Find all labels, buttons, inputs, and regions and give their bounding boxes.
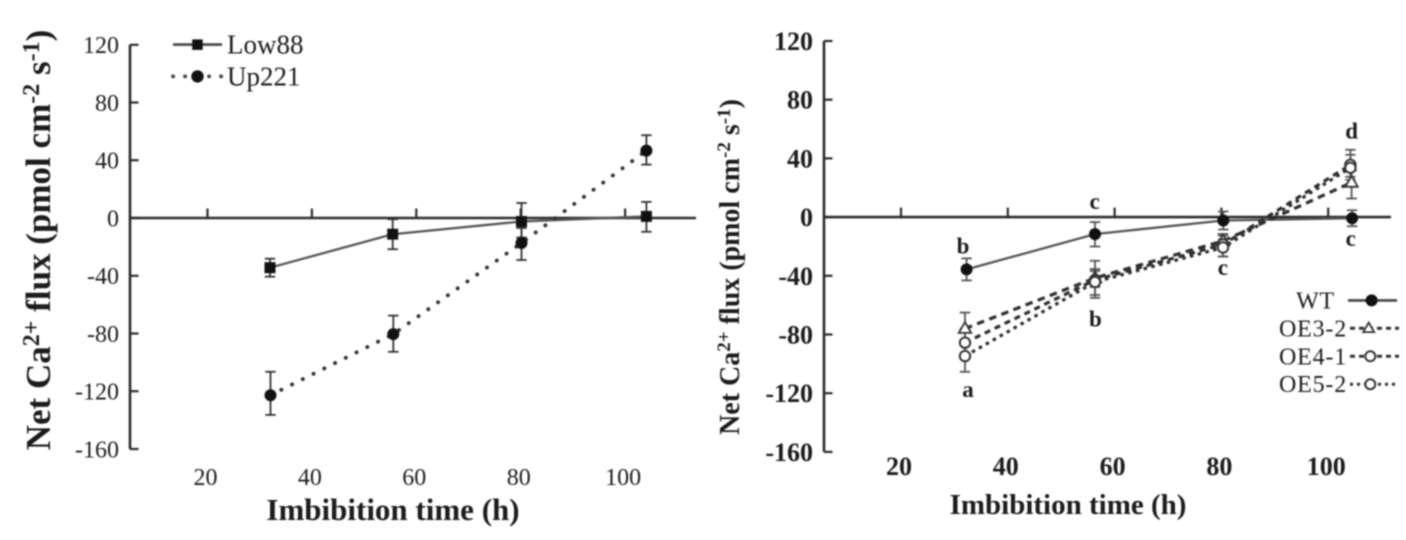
svg-text:-160: -160: [75, 437, 119, 463]
svg-text:-40: -40: [778, 262, 813, 291]
svg-text:Imbibition time (h): Imbibition time (h): [950, 489, 1187, 521]
svg-text:Up221: Up221: [227, 61, 301, 91]
svg-text:0: 0: [800, 203, 813, 232]
svg-text:c: c: [1218, 255, 1228, 280]
svg-text:Net Ca2+ flux (pmol cm-2 s-1): Net Ca2+ flux (pmol cm-2 s-1): [714, 99, 746, 435]
svg-text:80: 80: [787, 86, 813, 115]
svg-text:c: c: [1089, 189, 1099, 214]
svg-text:c: c: [1346, 226, 1356, 251]
svg-text:100: 100: [1307, 452, 1346, 481]
svg-text:a: a: [962, 377, 974, 402]
svg-text:60: 60: [402, 465, 426, 491]
svg-text:WT: WT: [1296, 288, 1335, 314]
svg-text:Imbibition time (h): Imbibition time (h): [266, 492, 519, 527]
svg-text:20: 20: [194, 465, 218, 491]
svg-text:100: 100: [605, 465, 641, 491]
svg-text:-80: -80: [87, 322, 119, 348]
svg-text:OE3-2: OE3-2: [1279, 316, 1347, 342]
svg-text:0: 0: [107, 206, 119, 232]
svg-text:40: 40: [298, 465, 322, 491]
svg-text:80: 80: [507, 465, 531, 491]
svg-text:20: 20: [886, 452, 912, 481]
svg-text:-120: -120: [765, 379, 813, 408]
svg-text:-160: -160: [765, 438, 813, 467]
svg-text:-80: -80: [778, 320, 813, 349]
svg-text:b: b: [957, 234, 970, 259]
svg-text:-40: -40: [87, 264, 119, 290]
svg-text:120: 120: [774, 27, 813, 56]
svg-text:80: 80: [1206, 452, 1232, 481]
svg-text:40: 40: [993, 452, 1019, 481]
svg-text:OE5-2: OE5-2: [1279, 372, 1347, 398]
svg-text:40: 40: [95, 148, 119, 174]
svg-text:120: 120: [83, 33, 119, 59]
svg-text:60: 60: [1100, 452, 1126, 481]
svg-text:Low88: Low88: [227, 30, 304, 60]
svg-text:b: b: [1089, 307, 1102, 332]
svg-text:-120: -120: [75, 379, 119, 405]
svg-text:OE4-1: OE4-1: [1279, 344, 1347, 370]
svg-text:d: d: [1345, 119, 1358, 144]
svg-text:Net Ca2+ flux (pmol cm-2 s-1): Net Ca2+ flux (pmol cm-2 s-1): [19, 30, 58, 451]
svg-text:80: 80: [95, 91, 119, 117]
svg-text:40: 40: [787, 144, 813, 173]
